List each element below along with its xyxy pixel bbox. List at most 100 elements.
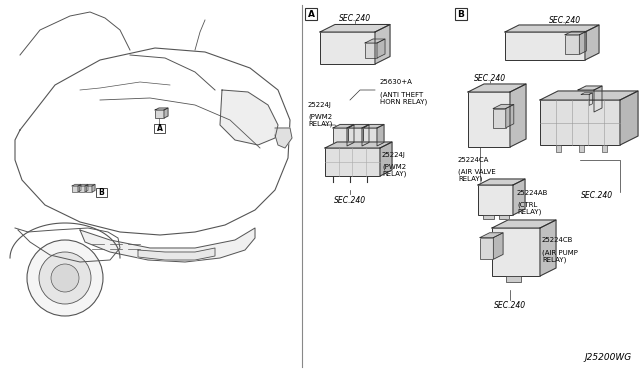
Bar: [305, 8, 317, 20]
Bar: [581, 94, 589, 105]
Bar: [455, 8, 467, 20]
Bar: [365, 43, 377, 58]
Polygon shape: [362, 125, 369, 146]
Bar: [579, 145, 584, 152]
Polygon shape: [513, 179, 525, 215]
Polygon shape: [275, 128, 292, 148]
Polygon shape: [320, 25, 390, 32]
Bar: [478, 185, 513, 215]
Text: (AIR VALVE
RELAY): (AIR VALVE RELAY): [458, 168, 496, 182]
Bar: [499, 215, 509, 219]
Bar: [565, 35, 579, 54]
Polygon shape: [72, 185, 81, 186]
Text: 25630+A: 25630+A: [380, 79, 413, 85]
Polygon shape: [581, 93, 593, 94]
Polygon shape: [480, 233, 503, 238]
Polygon shape: [325, 142, 392, 148]
Text: (PWM2
RELAY): (PWM2 RELAY): [308, 113, 332, 127]
Polygon shape: [365, 39, 385, 43]
Bar: [72, 186, 78, 192]
Polygon shape: [78, 185, 81, 192]
Text: (PWM2
RELAY): (PWM2 RELAY): [382, 163, 406, 177]
Polygon shape: [86, 185, 95, 186]
Polygon shape: [565, 31, 586, 35]
Polygon shape: [377, 39, 385, 58]
Polygon shape: [540, 91, 638, 100]
Polygon shape: [493, 233, 503, 259]
Polygon shape: [79, 185, 88, 186]
Text: A: A: [307, 10, 314, 19]
Text: J25200WG: J25200WG: [585, 353, 632, 362]
Text: (ANTI THEFT
HORN RELAY): (ANTI THEFT HORN RELAY): [380, 91, 428, 105]
Bar: [86, 186, 92, 192]
Polygon shape: [348, 125, 369, 128]
Polygon shape: [505, 25, 599, 32]
Text: 25224CA: 25224CA: [458, 157, 490, 163]
Bar: [348, 128, 362, 146]
Text: 25224CB: 25224CB: [542, 237, 573, 243]
Text: SEC.240: SEC.240: [549, 16, 581, 25]
Text: SEC.240: SEC.240: [494, 301, 526, 310]
Polygon shape: [155, 108, 168, 110]
Polygon shape: [80, 228, 255, 262]
Polygon shape: [220, 90, 278, 145]
Bar: [506, 276, 521, 282]
Polygon shape: [333, 125, 354, 128]
Polygon shape: [468, 84, 526, 92]
Circle shape: [51, 264, 79, 292]
Polygon shape: [380, 142, 392, 176]
Polygon shape: [375, 25, 390, 64]
Text: 25630: 25630: [598, 92, 620, 98]
Bar: [325, 148, 380, 176]
Bar: [505, 32, 585, 60]
Text: SEC.240: SEC.240: [339, 13, 371, 22]
Polygon shape: [347, 125, 354, 146]
Polygon shape: [138, 248, 215, 260]
Polygon shape: [493, 105, 514, 109]
Bar: [333, 128, 347, 146]
Bar: [540, 100, 620, 145]
Text: SEC.240: SEC.240: [581, 190, 613, 199]
Text: A: A: [157, 124, 163, 133]
Polygon shape: [510, 84, 526, 147]
Bar: [79, 186, 85, 192]
Bar: [96, 188, 107, 197]
Text: 25224AB: 25224AB: [517, 190, 548, 196]
Bar: [363, 128, 377, 146]
Text: SEC.240: SEC.240: [474, 74, 506, 83]
Circle shape: [27, 240, 103, 316]
Bar: [154, 124, 165, 133]
Polygon shape: [363, 125, 384, 128]
Polygon shape: [85, 185, 88, 192]
Text: (CTRL
RELAY): (CTRL RELAY): [517, 201, 541, 215]
Text: (HORN
RELAY): (HORN RELAY): [598, 103, 622, 117]
Bar: [602, 145, 607, 152]
Bar: [556, 145, 561, 152]
Text: 25224J: 25224J: [308, 102, 332, 108]
Polygon shape: [578, 86, 602, 90]
Text: SEC.240: SEC.240: [334, 196, 366, 205]
Polygon shape: [594, 86, 602, 112]
Polygon shape: [589, 93, 593, 105]
Polygon shape: [92, 185, 95, 192]
Polygon shape: [506, 105, 514, 128]
Bar: [578, 90, 594, 112]
Bar: [468, 92, 510, 147]
Bar: [483, 215, 493, 219]
Circle shape: [39, 252, 91, 304]
Polygon shape: [377, 125, 384, 146]
Polygon shape: [164, 108, 168, 118]
Bar: [492, 228, 540, 276]
Text: (AIR PUMP
RELAY): (AIR PUMP RELAY): [542, 249, 578, 263]
Text: 25224J: 25224J: [382, 152, 406, 158]
Polygon shape: [540, 220, 556, 276]
Bar: [493, 109, 506, 128]
Bar: [320, 32, 375, 64]
Bar: [155, 110, 164, 118]
Polygon shape: [579, 31, 586, 54]
Polygon shape: [585, 25, 599, 60]
Polygon shape: [478, 179, 525, 185]
Text: B: B: [99, 188, 104, 197]
Polygon shape: [492, 220, 556, 228]
Polygon shape: [620, 91, 638, 145]
